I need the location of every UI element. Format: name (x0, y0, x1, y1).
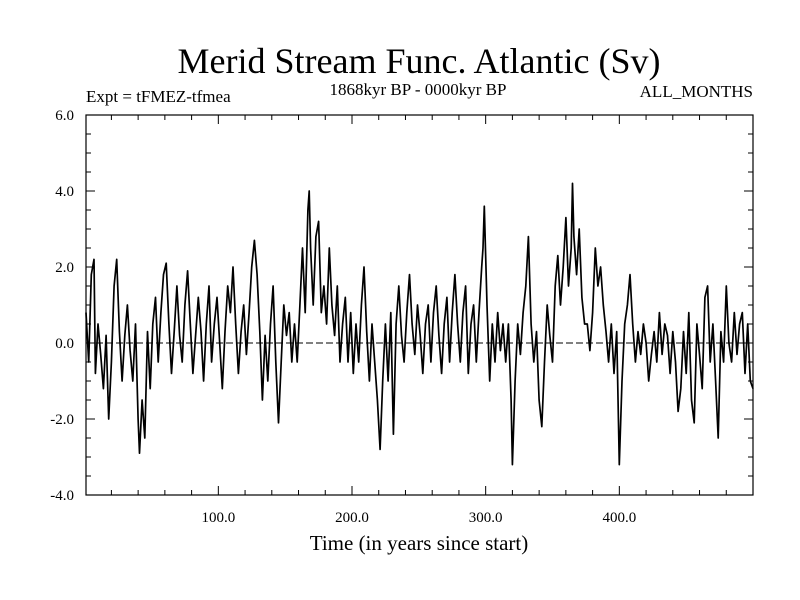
y-tick-label: -4.0 (50, 488, 74, 504)
x-tick-label: 100.0 (201, 510, 235, 526)
axis-tick-labels: 100.0 200.0 300.0 400.0 -4.0 -2.0 0.0 2.0 4.0 6.0 (50, 108, 636, 526)
chart-title: Merid Stream Func. Atlantic (Sv) (178, 41, 661, 81)
y-tick-label: 6.0 (55, 108, 74, 124)
x-tick-label: 400.0 (602, 510, 636, 526)
series-line (85, 182, 754, 466)
plot-frame (85, 114, 754, 496)
x-tick-label: 300.0 (469, 510, 503, 526)
y-tick-label: 2.0 (55, 260, 74, 276)
x-axis-label: Time (in years since start) (310, 531, 529, 555)
y-tick-label: 4.0 (55, 184, 74, 200)
period-label: 1868kyr BP - 0000kyr BP (330, 80, 507, 99)
experiment-label: Expt = tFMEZ-tfmea (86, 87, 231, 106)
months-label: ALL_MONTHS (640, 82, 753, 101)
axis-ticks (86, 114, 753, 496)
y-tick-label: -2.0 (50, 412, 74, 428)
y-tick-label: 0.0 (55, 336, 74, 352)
x-tick-label: 200.0 (335, 510, 369, 526)
